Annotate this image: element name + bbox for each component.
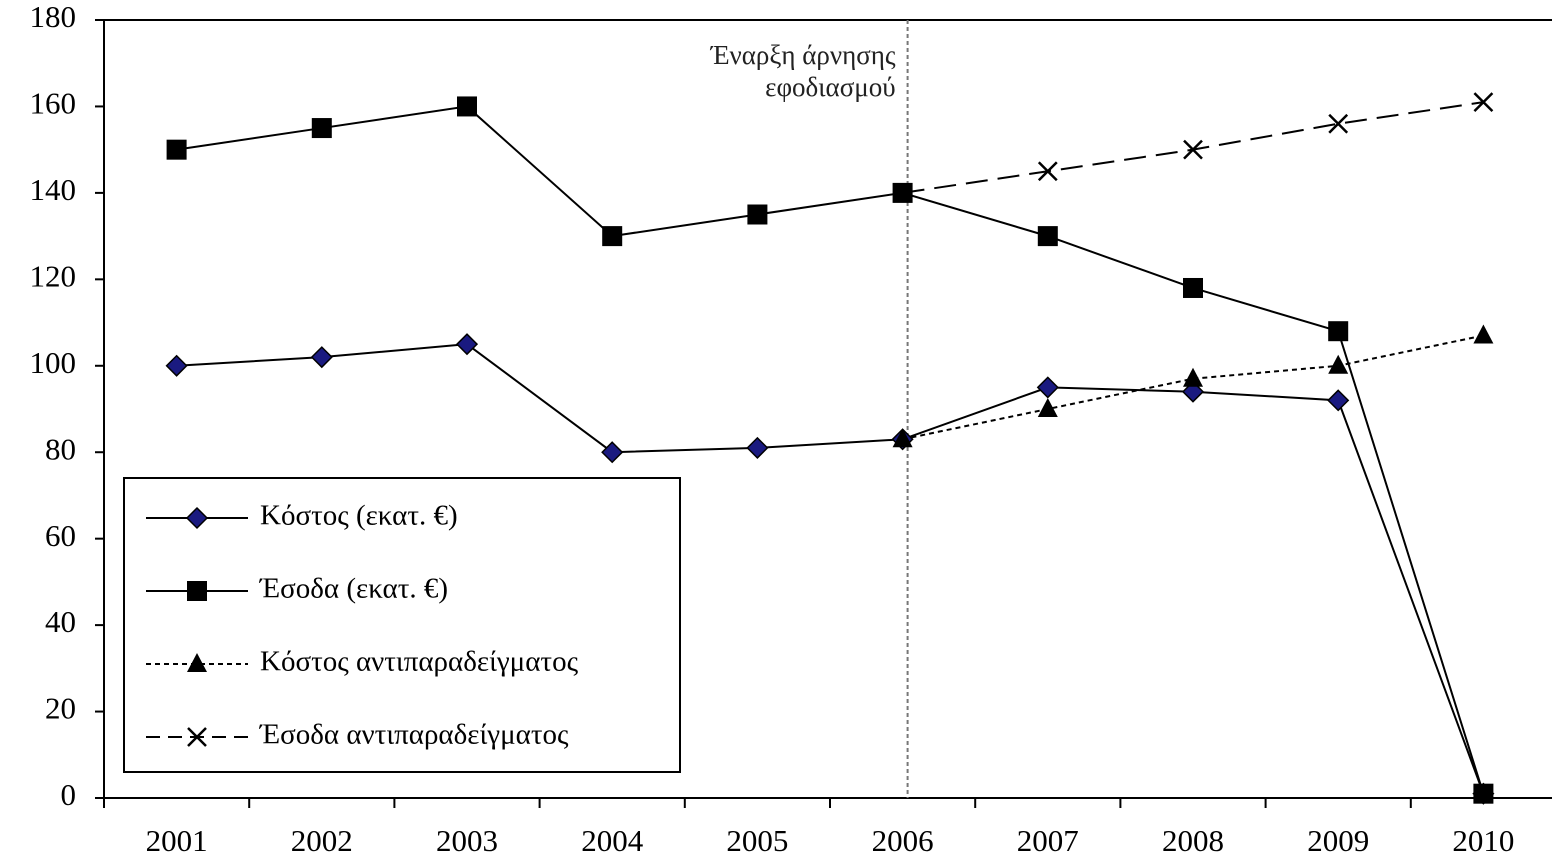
x-tick-label: 2002 <box>291 823 353 858</box>
point <box>457 96 477 117</box>
x-tick-label: 2003 <box>436 823 498 858</box>
point <box>1473 783 1494 804</box>
y-tick-label: 0 <box>61 777 77 812</box>
point <box>310 346 333 369</box>
x-tick-label: 2009 <box>1307 823 1369 858</box>
y-tick-label: 60 <box>45 518 76 553</box>
point <box>1328 113 1349 134</box>
y-tick-label: 20 <box>45 691 76 726</box>
point <box>1037 398 1058 417</box>
point <box>1037 226 1058 247</box>
x-tick-label: 2005 <box>726 823 788 858</box>
legend-label: Έσοδα αντιπαραδείγματος <box>258 719 569 751</box>
point <box>1036 376 1059 399</box>
series-line <box>176 343 1485 795</box>
series-line <box>902 101 1484 194</box>
y-tick-label: 180 <box>30 0 77 34</box>
y-tick-label: 100 <box>30 345 77 380</box>
legend-label: Κόστος αντιπαραδείγματος <box>260 646 579 678</box>
point <box>892 183 913 203</box>
point <box>455 333 479 356</box>
x-tick-label: 2004 <box>581 823 644 858</box>
point <box>602 226 623 247</box>
point <box>892 428 913 448</box>
point <box>747 204 768 225</box>
legend-marker <box>187 581 207 601</box>
annotation-text: Έναρξη άρνησης <box>710 40 896 70</box>
point <box>1183 277 1203 298</box>
point <box>1037 161 1058 182</box>
legend-label: Έσοδα (εκατ. €) <box>258 573 448 605</box>
legend-label: Κόστος (εκατ. €) <box>260 500 458 532</box>
legend: Κόστος (εκατ. €) Έσοδα (εκατ. €) Κόστος αν… <box>123 477 681 773</box>
y-tick-label: 80 <box>45 431 76 466</box>
point <box>166 139 187 160</box>
x-tick-label: 2008 <box>1162 823 1224 858</box>
y-tick-label: 120 <box>30 258 77 293</box>
point <box>1328 354 1349 374</box>
x-tick-label: 2001 <box>146 823 208 858</box>
legend-marker <box>187 653 207 672</box>
point <box>1328 321 1349 342</box>
legend-marker <box>185 506 209 530</box>
point <box>1183 367 1203 387</box>
y-tick-label: 160 <box>30 86 77 121</box>
point <box>165 354 188 377</box>
y-tick-label: 140 <box>30 172 77 207</box>
legend-marker <box>187 727 207 747</box>
annotation-text: εφοδιασμού <box>765 72 895 102</box>
point <box>746 436 769 459</box>
x-tick-label: 2006 <box>872 823 934 858</box>
y-tick-label: 40 <box>45 604 76 639</box>
point <box>311 118 332 139</box>
point <box>1473 92 1494 113</box>
x-tick-label: 2010 <box>1452 823 1514 858</box>
series-line <box>176 105 1485 794</box>
legend-box <box>123 477 681 773</box>
point <box>601 441 624 464</box>
point <box>1473 324 1494 344</box>
x-tick-label: 2007 <box>1017 823 1079 858</box>
point <box>1327 389 1350 412</box>
point <box>1183 139 1203 160</box>
